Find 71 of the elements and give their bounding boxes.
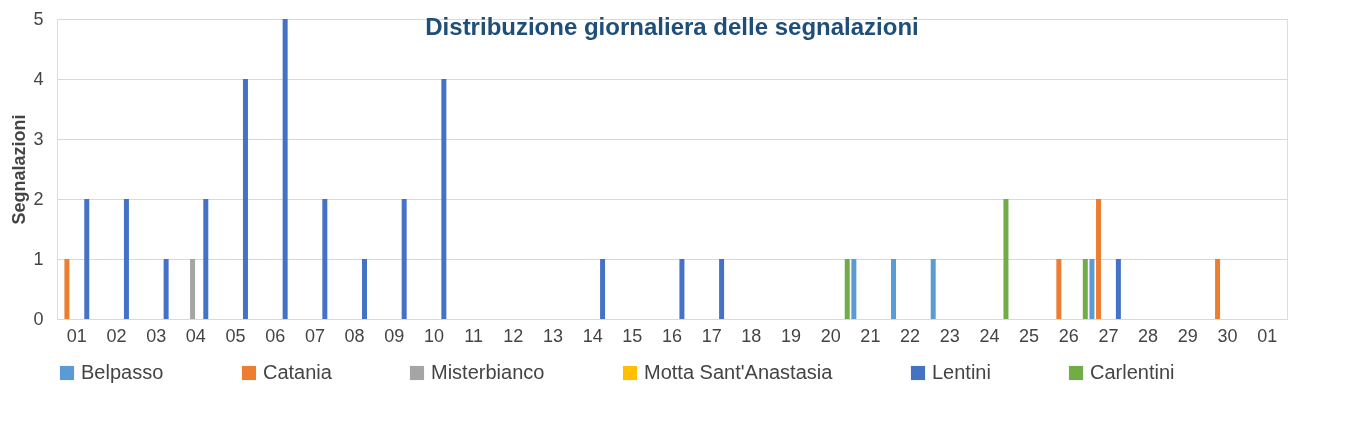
bar [1096, 199, 1102, 319]
x-tick-label: 02 [106, 325, 127, 346]
x-tick-label: 25 [1019, 325, 1040, 346]
x-tick-label: 11 [464, 325, 483, 346]
bar [1089, 259, 1095, 319]
y-axis-title: Segnalazioni [9, 114, 30, 225]
legend-label: Lentini [932, 361, 991, 383]
bar [1056, 259, 1062, 319]
legend-label: Catania [263, 361, 333, 383]
legend-label: Misterbianco [431, 361, 545, 383]
legend-label: Belpasso [81, 361, 164, 383]
x-tick-label: 22 [900, 325, 921, 346]
x-tick-label: 06 [265, 325, 286, 346]
bar [1215, 259, 1221, 319]
bar [322, 199, 328, 319]
x-tick-label: 07 [304, 325, 325, 346]
bar [851, 259, 857, 319]
x-tick-label: 12 [503, 325, 524, 346]
x-tick-label: 01 [66, 325, 87, 346]
bar [282, 19, 288, 319]
x-tick-label: 17 [701, 325, 722, 346]
y-tick-label: 1 [33, 248, 44, 269]
x-tick-label: 29 [1177, 325, 1198, 346]
bar [1003, 199, 1009, 319]
bar [719, 259, 725, 319]
x-tick-label: 26 [1058, 325, 1079, 346]
legend-label: Carlentini [1090, 361, 1175, 383]
x-tick-label: 10 [423, 325, 444, 346]
bar [203, 199, 209, 319]
bar [679, 259, 685, 319]
bar [1082, 259, 1088, 319]
bar [163, 259, 169, 319]
x-tick-label: 28 [1138, 325, 1159, 346]
bar [1115, 259, 1121, 319]
bar [401, 199, 407, 319]
bar [84, 199, 90, 319]
legend-label: Motta Sant'Anastasia [644, 361, 834, 383]
bar [362, 259, 367, 319]
x-tick-label: 16 [661, 325, 683, 346]
x-tick-label: 21 [860, 325, 881, 346]
x-tick-label: 19 [781, 325, 802, 346]
bar [930, 259, 936, 319]
y-tick-label: 4 [33, 68, 44, 89]
bar [190, 259, 196, 319]
y-tick-label: 0 [33, 308, 44, 329]
x-tick-label: 20 [820, 325, 841, 346]
x-tick-label: 05 [225, 325, 246, 346]
x-tick-label: 15 [622, 325, 643, 346]
bar [123, 199, 129, 319]
bar [441, 79, 447, 319]
x-tick-label: 03 [146, 325, 167, 346]
x-tick-label: 04 [185, 325, 206, 346]
y-tick-label: 5 [33, 8, 44, 29]
bar [64, 259, 70, 319]
y-tick-label: 2 [33, 188, 44, 209]
x-tick-label: 08 [344, 325, 365, 346]
bar [891, 259, 897, 319]
x-tick-label: 18 [741, 325, 762, 346]
y-tick-label: 3 [33, 128, 44, 149]
bar [600, 259, 606, 319]
x-tick-label: 27 [1098, 325, 1119, 346]
bar [242, 79, 248, 319]
x-tick-label: 13 [542, 325, 563, 346]
x-tick-label: 01 [1257, 325, 1278, 346]
bar [844, 259, 850, 319]
x-tick-label: 14 [582, 325, 603, 346]
x-tick-label: 30 [1217, 325, 1238, 346]
x-tick-label: 23 [939, 325, 960, 346]
x-tick-label: 24 [979, 325, 1000, 346]
x-tick-label: 09 [384, 325, 405, 346]
chart-title: Distribuzione giornaliera delle segnalazioni [425, 13, 919, 40]
